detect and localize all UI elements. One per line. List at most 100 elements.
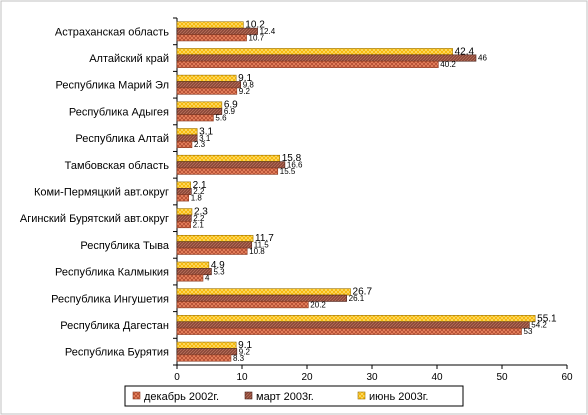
legend-label-series-2: июнь 2003г. bbox=[369, 391, 428, 403]
category-label-агинский-бурятский-авт-округ: Агинский Бурятский авт.округ bbox=[20, 213, 169, 225]
data-label-республика-адыгея-series-2: 6.9 bbox=[224, 100, 238, 111]
data-label-агинский-бурятский-авт-округ-series-1: 2.2 bbox=[193, 214, 205, 223]
legend-box bbox=[124, 385, 464, 407]
data-label-республика-калмыкия-series-2: 4.9 bbox=[211, 260, 225, 271]
bar-республика-адыгея-series-0 bbox=[176, 114, 214, 122]
data-label-республика-алтай-series-1: 3.1 bbox=[199, 134, 211, 143]
category-label-коми-пермяцкий-авт-округ: Коми-Пермяцкий авт.округ bbox=[34, 187, 169, 199]
category-label-республика-тыва: Республика Тыва bbox=[80, 240, 170, 252]
bar-тамбовская-область-series-1 bbox=[176, 161, 286, 169]
bar-агинский-бурятский-авт-округ-series-1 bbox=[176, 214, 192, 222]
data-label-республика-ингушетия-series-2: 26.7 bbox=[353, 287, 373, 298]
legend-swatch-series-1 bbox=[244, 391, 253, 400]
data-label-республика-дагестан-series-0: 53 bbox=[524, 327, 533, 336]
data-label-республика-бурятия-series-2: 9.1 bbox=[238, 340, 252, 351]
bar-республика-алтай-series-2 bbox=[176, 128, 198, 136]
category-label-республика-алтай: Республика Алтай bbox=[75, 133, 169, 145]
data-label-алтайский-край-series-2: 42.4 bbox=[455, 46, 475, 57]
bar-республика-марий-эл-series-2 bbox=[176, 74, 237, 82]
bar-республика-ингушетия-series-2 bbox=[176, 288, 351, 296]
bar-республика-алтай-series-0 bbox=[176, 141, 193, 149]
bar-тамбовская-область-series-0 bbox=[176, 167, 279, 175]
data-label-агинский-бурятский-авт-округ-series-2: 2.3 bbox=[194, 206, 208, 217]
bar-астраханская-область-series-0 bbox=[176, 34, 247, 42]
bar-республика-марий-эл-series-0 bbox=[176, 87, 238, 95]
bar-тамбовская-область-series-2 bbox=[176, 154, 280, 162]
bar-республика-дагестан-series-1 bbox=[176, 321, 530, 329]
data-label-республика-ингушетия-series-1: 26.1 bbox=[349, 294, 365, 303]
x-tick-label-40: 40 bbox=[431, 372, 443, 383]
data-label-коми-пермяцкий-авт-округ-series-0: 1.8 bbox=[191, 194, 203, 203]
data-label-республика-марий-эл-series-0: 9.2 bbox=[239, 87, 251, 96]
data-label-республика-бурятия-series-0: 8.3 bbox=[233, 354, 245, 363]
bar-агинский-бурятский-авт-округ-series-2 bbox=[176, 208, 193, 216]
bar-республика-адыгея-series-2 bbox=[176, 101, 223, 109]
bar-республика-калмыкия-series-2 bbox=[176, 261, 210, 269]
data-label-республика-адыгея-series-0: 5.6 bbox=[215, 114, 227, 123]
category-label-алтайский-край: Алтайский край bbox=[89, 53, 169, 65]
bar-республика-тыва-series-0 bbox=[176, 247, 248, 255]
category-label-республика-адыгея: Республика Адыгея bbox=[69, 106, 169, 118]
data-label-коми-пермяцкий-авт-округ-series-2: 2.1 bbox=[193, 180, 207, 191]
data-label-астраханская-область-series-2: 10.2 bbox=[245, 20, 265, 31]
data-label-республика-марий-эл-series-1: 9.8 bbox=[243, 80, 255, 89]
data-label-республика-тыва-series-2: 11.7 bbox=[255, 233, 274, 244]
x-tick-label-60: 60 bbox=[561, 372, 573, 383]
labels: Астраханская область Алтайский край Респуб… bbox=[20, 20, 557, 363]
category-label-республика-дагестан: Республика Дагестан bbox=[60, 320, 169, 332]
bar-алтайский-край-series-2 bbox=[176, 48, 453, 56]
bar-республика-бурятия-series-1 bbox=[176, 348, 238, 356]
bar-республика-марий-эл-series-1 bbox=[176, 81, 242, 89]
data-label-астраханская-область-series-0: 10.7 bbox=[249, 33, 265, 42]
data-label-агинский-бурятский-авт-округ-series-0: 2.1 bbox=[193, 220, 205, 229]
bar-республика-дагестан-series-2 bbox=[176, 315, 536, 323]
legend-swatch-series-0 bbox=[132, 391, 141, 400]
data-label-тамбовская-область-series-2: 15.8 bbox=[282, 153, 302, 164]
x-tick-label-50: 50 bbox=[496, 372, 508, 383]
data-label-астраханская-область-series-1: 12.4 bbox=[260, 27, 276, 36]
bar-республика-тыва-series-2 bbox=[176, 234, 254, 242]
category-label-республика-калмыкия: Республика Калмыкия bbox=[55, 267, 169, 279]
data-label-тамбовская-область-series-1: 16.6 bbox=[287, 161, 303, 170]
category-label-тамбовская-область: Тамбовская область bbox=[65, 160, 170, 172]
data-label-тамбовская-область-series-0: 15.5 bbox=[280, 167, 296, 176]
bars bbox=[176, 21, 536, 362]
data-label-коми-пермяцкий-авт-округ-series-1: 2.2 bbox=[193, 187, 205, 196]
bar-республика-калмыкия-series-0 bbox=[176, 274, 204, 282]
bar-республика-бурятия-series-2 bbox=[176, 341, 237, 349]
bar-алтайский-край-series-0 bbox=[176, 60, 439, 68]
bar-астраханская-область-series-2 bbox=[176, 21, 244, 29]
data-label-республика-дагестан-series-2: 55.1 bbox=[537, 313, 557, 324]
category-label-республика-ингушетия: Республика Ингушетия bbox=[51, 293, 169, 305]
legend-swatch-series-2 bbox=[357, 391, 366, 400]
bar-республика-тыва-series-1 bbox=[176, 241, 253, 249]
data-label-алтайский-край-series-0: 40.2 bbox=[440, 60, 456, 69]
legend-label-series-1: март 2003г. bbox=[256, 391, 314, 403]
x-tick-label-20: 20 bbox=[301, 372, 313, 383]
data-label-республика-алтай-series-2: 3.1 bbox=[199, 126, 213, 137]
bar-республика-ингушетия-series-0 bbox=[176, 301, 309, 309]
data-label-республика-калмыкия-series-0: 4 bbox=[205, 274, 210, 283]
data-label-республика-адыгея-series-1: 6.9 bbox=[224, 107, 236, 116]
x-tick-label-10: 10 bbox=[236, 372, 248, 383]
data-label-республика-алтай-series-0: 2.3 bbox=[194, 140, 206, 149]
legend: декабрь 2002г. март 2003г. июнь 2003г. bbox=[124, 385, 464, 407]
data-label-республика-калмыкия-series-1: 5.3 bbox=[213, 267, 225, 276]
bar-коми-пермяцкий-авт-округ-series-1 bbox=[176, 188, 192, 196]
bar-республика-бурятия-series-0 bbox=[176, 354, 232, 362]
bar-республика-дагестан-series-0 bbox=[176, 327, 522, 335]
data-label-республика-дагестан-series-1: 54.2 bbox=[531, 321, 547, 330]
category-label-республика-бурятия: Республика Бурятия bbox=[65, 347, 169, 359]
x-tick-label-0: 0 bbox=[174, 372, 180, 383]
data-label-республика-марий-эл-series-2: 9.1 bbox=[238, 73, 252, 84]
data-label-республика-бурятия-series-1: 9.2 bbox=[239, 347, 251, 356]
category-label-астраханская-область: Астраханская область bbox=[55, 26, 169, 38]
category-label-республика-марий-эл: Республика Марий Эл bbox=[56, 80, 169, 92]
data-label-республика-ингушетия-series-0: 20.2 bbox=[310, 300, 326, 309]
bar-алтайский-край-series-1 bbox=[176, 54, 477, 62]
data-label-республика-тыва-series-0: 10.8 bbox=[249, 247, 265, 256]
bar-коми-пермяцкий-авт-округ-series-2 bbox=[176, 181, 191, 189]
